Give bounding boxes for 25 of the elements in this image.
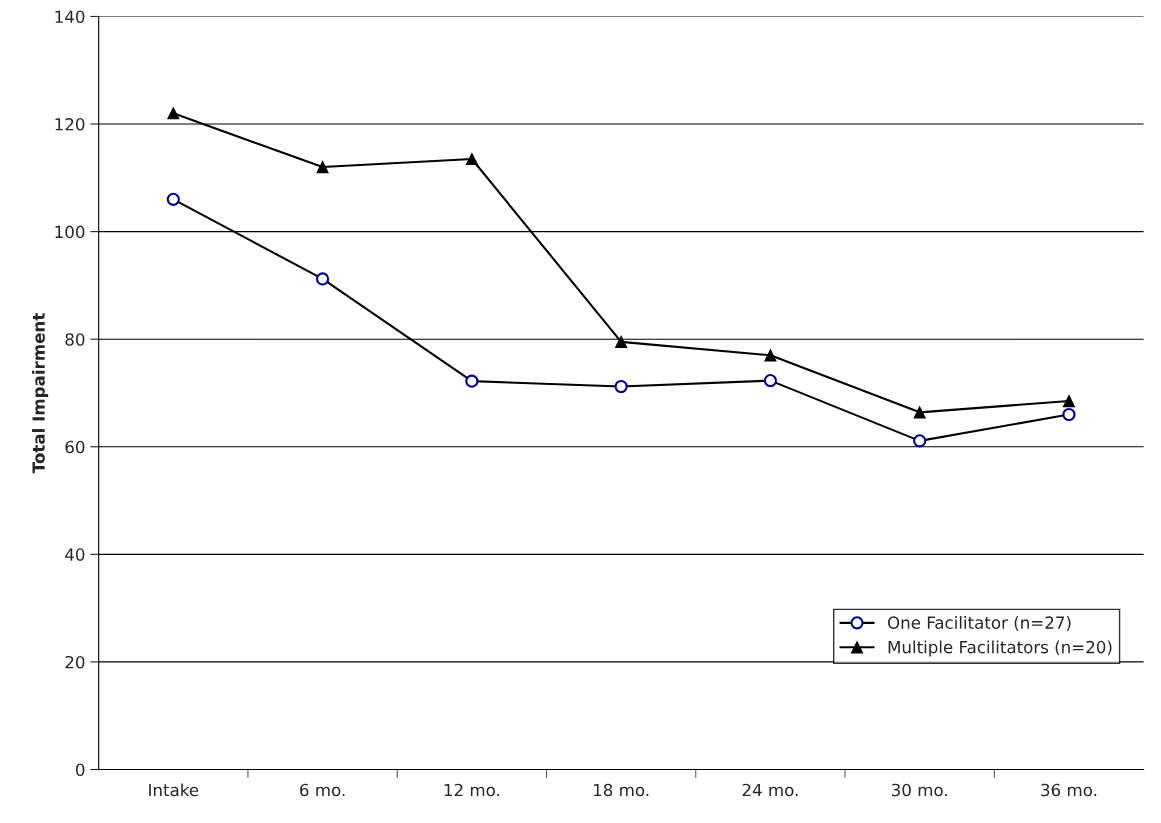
x-tick-label: 18 mo.	[593, 783, 649, 797]
x-tick-label: Intake	[149, 783, 199, 797]
y-tick-label: 60	[65, 440, 85, 454]
x-tick-label: 30 mo.	[891, 783, 947, 797]
y-tick-label: 140	[55, 10, 85, 24]
point	[316, 160, 329, 174]
y-tick-label: 120	[55, 118, 85, 131]
point	[913, 406, 926, 419]
x-tick-label: 36 mo.	[1041, 783, 1097, 797]
y-tick-label: 100	[55, 225, 85, 239]
y-tick-label: 40	[65, 548, 85, 561]
point	[465, 152, 478, 166]
legend-label: Multiple Facilitators (n=20)	[888, 640, 1112, 657]
y-tick-label: 80	[65, 333, 85, 346]
x-tick-label: 6 mo.	[300, 783, 345, 797]
x-tick-label: 24 mo.	[742, 783, 798, 797]
legend-label: One Facilitator (n=27)	[887, 616, 1071, 631]
point	[1062, 394, 1076, 408]
y-axis-title: Total Impairment	[31, 313, 49, 474]
point	[764, 349, 777, 362]
point	[615, 335, 628, 348]
y-tick-label: 0	[75, 763, 85, 777]
y-tick-label: 20	[65, 655, 85, 669]
x-tick-label: 12 mo.	[444, 783, 500, 797]
point	[167, 107, 180, 120]
